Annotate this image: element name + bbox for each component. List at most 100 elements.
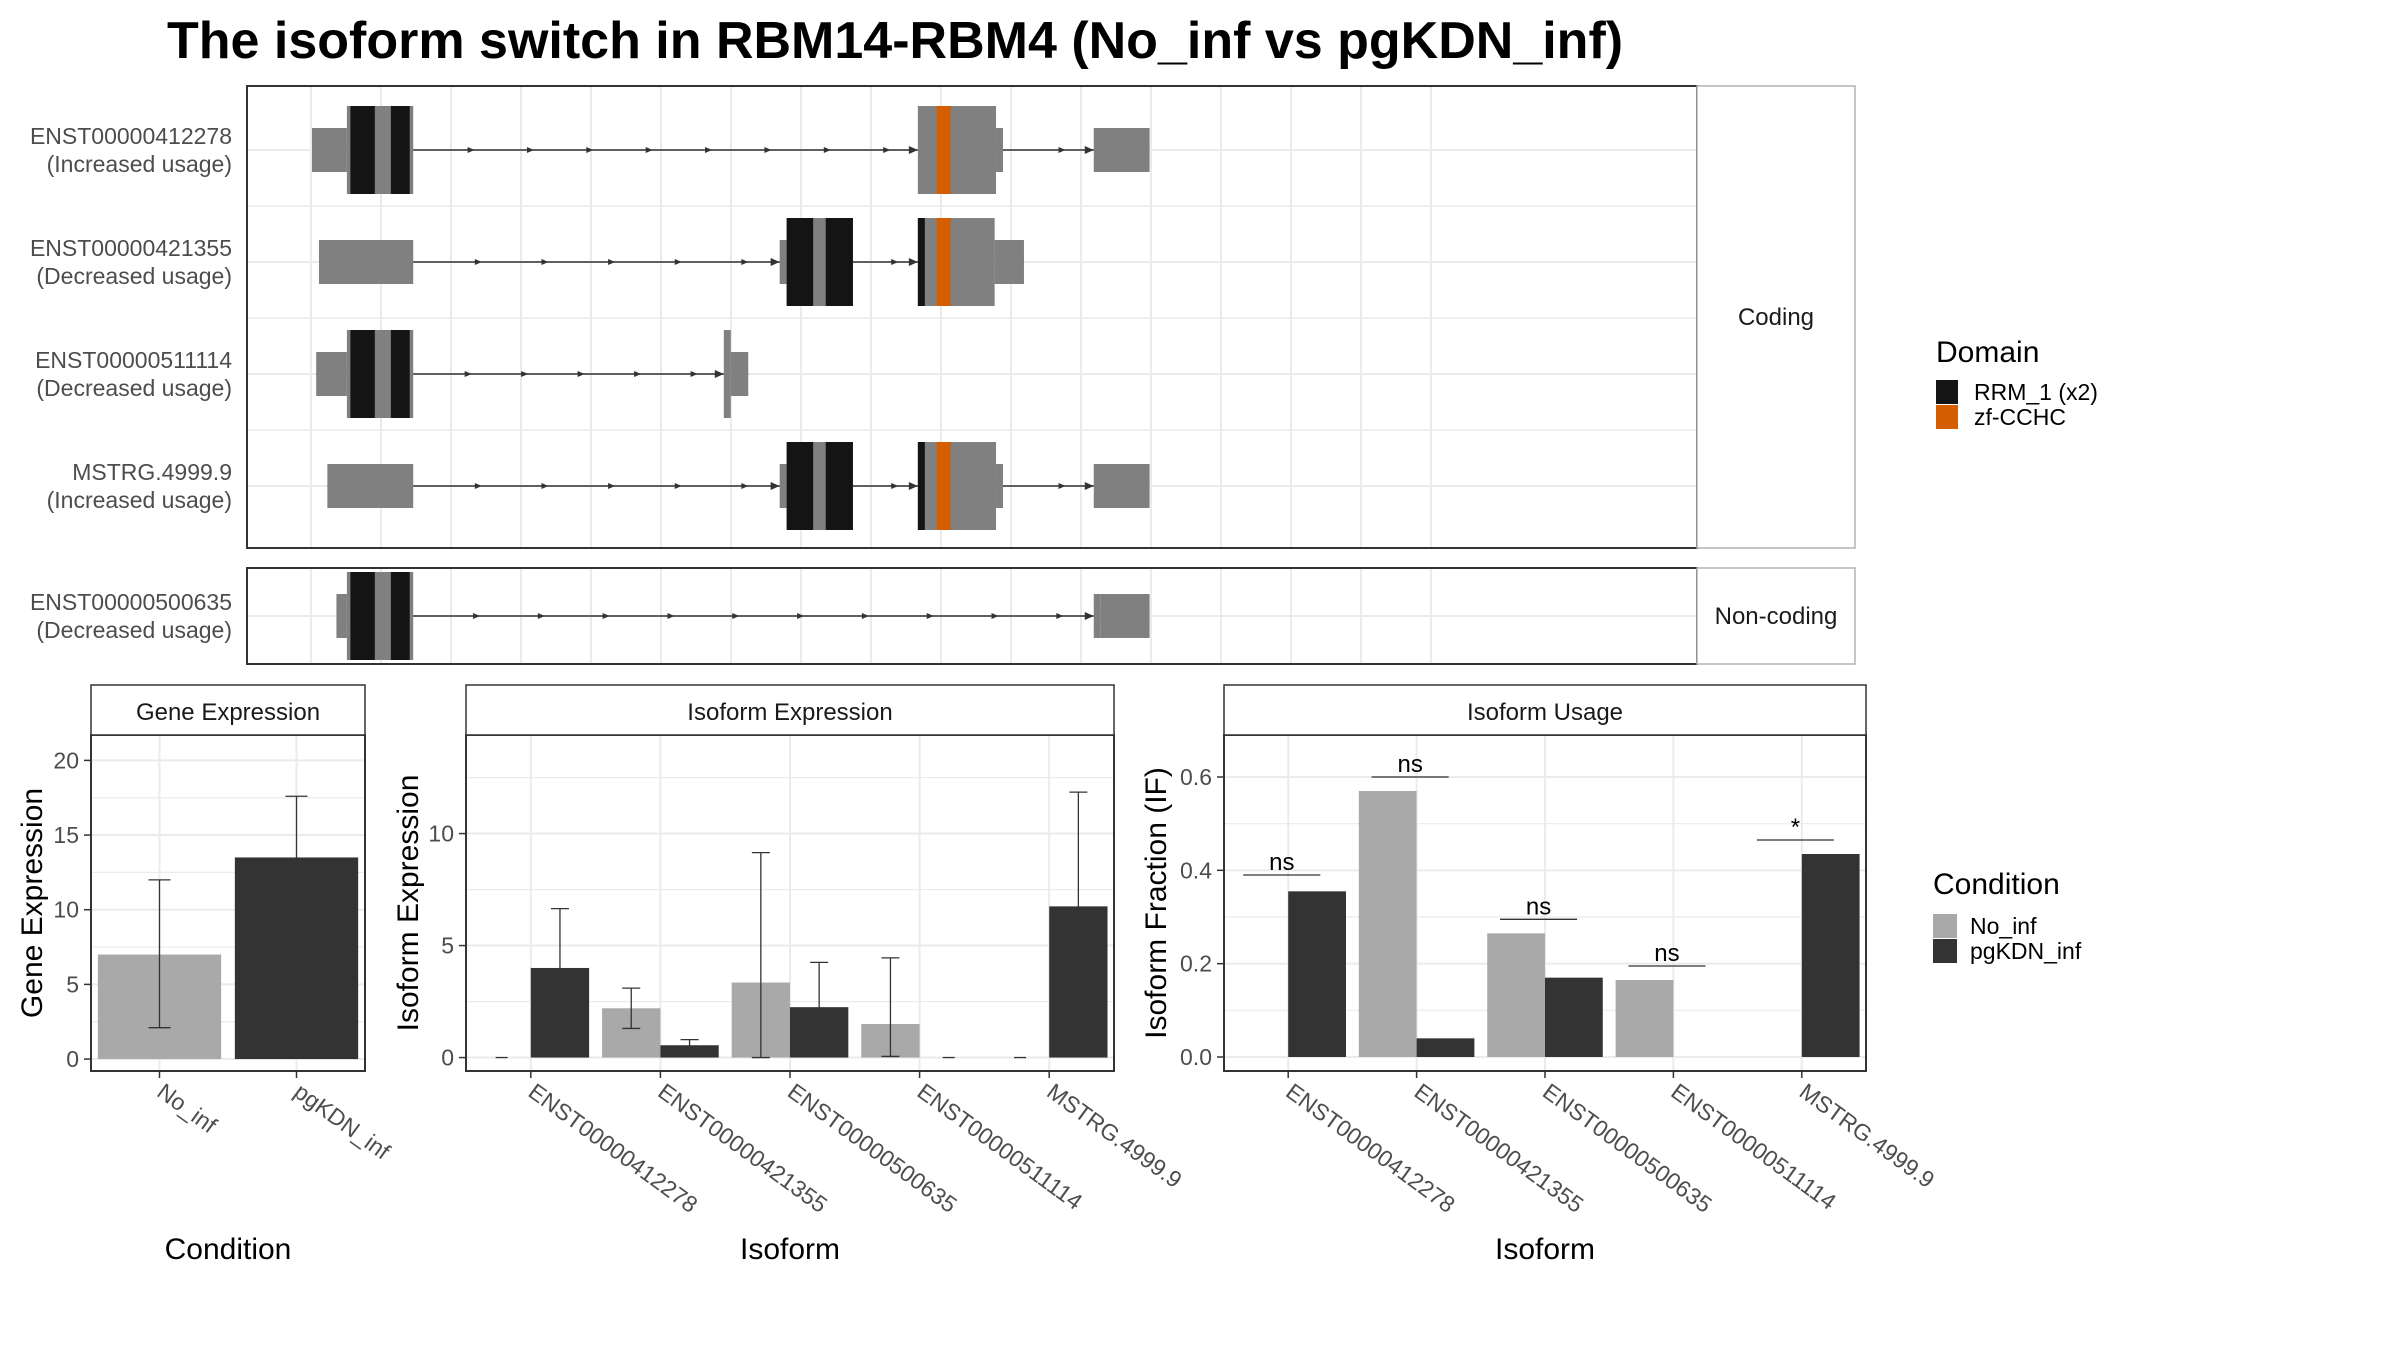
transcript-label: ENST00000421355 — [30, 235, 232, 261]
exon — [1093, 594, 1150, 638]
significance-label: ns — [1526, 893, 1551, 920]
intron-arrow — [1058, 147, 1066, 153]
transcript-usage-label: (Decreased usage) — [36, 617, 232, 643]
intron-arrow — [690, 371, 698, 377]
significance-label: ns — [1398, 751, 1423, 778]
y-tick-label: 10 — [53, 897, 79, 923]
chart-title: Isoform Usage — [1467, 699, 1623, 726]
significance-label: * — [1791, 814, 1800, 841]
exon-cds — [917, 218, 995, 306]
intron-arrow — [526, 147, 534, 153]
legend-label: zf-CCHC — [1974, 404, 2066, 430]
y-axis-label: Isoform Expression — [392, 775, 425, 1032]
structure-panel-non-coding: ENST00000500635(Decreased usage) Non-codi… — [30, 567, 1856, 665]
y-tick-label: 0 — [66, 1046, 79, 1072]
exon — [917, 218, 1024, 306]
transcript-label: MSTRG.4999.9 — [72, 459, 232, 485]
exon — [723, 330, 749, 418]
bar-no_inf — [1615, 980, 1674, 1057]
y-axis-label: Gene Expression — [16, 788, 49, 1018]
exon — [316, 352, 347, 396]
intron-arrow — [705, 147, 713, 153]
transcript-ENST00000412278: ENST00000412278(Increased usage) — [30, 106, 1150, 194]
intron-arrow — [634, 371, 642, 377]
exon-utr — [779, 464, 787, 508]
domain-rrm — [350, 106, 375, 194]
significance-label: ns — [1269, 849, 1294, 876]
intron-arrow — [1084, 612, 1094, 620]
intron-arrow — [464, 371, 472, 377]
legend-key — [1933, 939, 1957, 963]
exon-cds — [1093, 594, 1101, 638]
intron-arrow — [908, 258, 918, 266]
intron-arrow — [586, 147, 594, 153]
transcript-usage-label: (Decreased usage) — [36, 375, 232, 401]
exon-utr — [996, 128, 1004, 172]
domain-rrm — [917, 442, 925, 530]
domain-rrm — [786, 218, 814, 306]
intron-arrow — [541, 259, 549, 265]
chart-title: Gene Expression — [136, 699, 320, 726]
domain-rrm — [825, 442, 853, 530]
chart-isoform-usage: ns ns ns ns * Isoform Usage 0.0 0.2 0.4 0.6 Isofor… — [1140, 684, 1939, 1266]
intron-arrow — [891, 259, 899, 265]
intron-arrow — [674, 259, 682, 265]
intron-arrow — [1084, 146, 1094, 154]
intron-arrow — [770, 482, 780, 490]
intron-arrow — [467, 147, 475, 153]
legend-key — [1936, 380, 1958, 404]
intron-arrow — [1056, 613, 1064, 619]
intron-arrow — [474, 483, 482, 489]
bar-pgkdn_inf — [1288, 891, 1346, 1057]
y-tick-label: 0.6 — [1180, 764, 1212, 790]
transcript-usage-label: (Decreased usage) — [36, 263, 232, 289]
y-tick-label: 10 — [428, 821, 454, 847]
bar-pgkdn_inf — [1416, 1038, 1475, 1057]
intron-arrow — [908, 146, 918, 154]
legend-title: Domain — [1936, 336, 2039, 369]
intron-arrow — [645, 147, 653, 153]
x-tick-label: pgKDN_inf — [290, 1078, 396, 1165]
legend-label: No_inf — [1970, 913, 2037, 939]
exon-utr — [730, 352, 749, 396]
intron-arrow — [991, 613, 999, 619]
intron-arrow — [883, 147, 891, 153]
exon — [346, 106, 414, 194]
legend-title: Condition — [1933, 868, 2060, 901]
intron-arrow — [608, 483, 616, 489]
intron-arrow — [797, 613, 805, 619]
intron-arrow — [1058, 483, 1066, 489]
facet-strip-label: Coding — [1738, 304, 1814, 331]
x-axis-label: Condition — [165, 1233, 292, 1266]
domain-rrm — [390, 106, 410, 194]
exon-cds — [723, 330, 731, 418]
intron-arrow — [537, 613, 545, 619]
y-tick-label: 0.4 — [1180, 857, 1212, 883]
domain-legend: Domain RRM_1 (x2)zf-CCHC — [1936, 336, 2098, 430]
intron-arrow — [1084, 482, 1094, 490]
exon-cds — [917, 442, 997, 530]
exon-utr — [336, 594, 347, 638]
y-axis-label: Isoform Fraction (IF) — [1140, 767, 1173, 1039]
intron-arrow — [521, 371, 529, 377]
x-axis-label: Isoform — [1495, 1233, 1595, 1266]
facet-strip — [465, 684, 1115, 736]
transcript-label: ENST00000412278 — [30, 123, 232, 149]
intron-arrow — [891, 483, 899, 489]
intron-arrow — [608, 259, 616, 265]
facet-strip — [1696, 85, 1856, 549]
legend-label: RRM_1 (x2) — [1974, 379, 2098, 405]
exon-utr — [1093, 464, 1150, 508]
legend-label: pgKDN_inf — [1970, 938, 2082, 964]
transcript-label: ENST00000500635 — [30, 589, 232, 615]
exon — [917, 106, 1004, 194]
legend-key — [1936, 405, 1958, 429]
domain-rrm — [390, 330, 410, 418]
exon-cds — [917, 106, 997, 194]
bar-pgkdn_inf — [1801, 854, 1860, 1057]
